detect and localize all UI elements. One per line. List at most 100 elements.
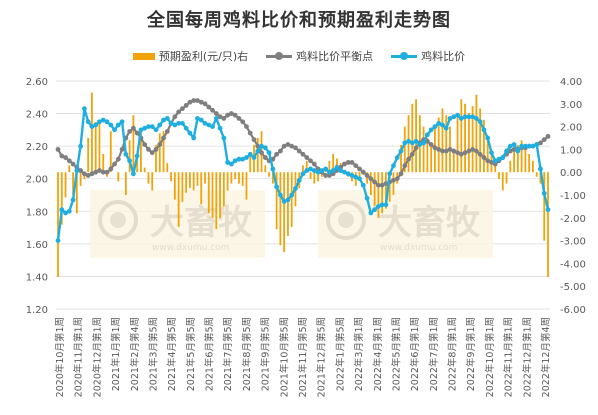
ratio-point [315, 169, 321, 175]
breakeven-point [375, 182, 381, 188]
profit-bar [166, 163, 169, 173]
breakeven-point [345, 160, 351, 165]
breakeven-point [217, 114, 223, 120]
watermark-logo-icon [326, 200, 366, 240]
breakeven-point [383, 181, 389, 187]
profit-bar [369, 172, 372, 195]
profit-bar [275, 172, 278, 230]
ratio-point [417, 142, 423, 147]
profit-bar [452, 149, 455, 173]
breakeven-point [100, 169, 106, 175]
x-tick-label: 2020年10月第1周 [54, 317, 66, 397]
profit-bar [509, 160, 512, 173]
profit-bar [547, 172, 549, 278]
x-tick-label: 2022年12月第4周 [540, 317, 552, 397]
x-tick-label: 2021年7月第5周 [222, 317, 234, 391]
profit-bar [57, 172, 59, 278]
ratio-point [402, 140, 408, 146]
profit-bar [147, 172, 150, 184]
profit-bar [486, 138, 489, 173]
profit-bar [170, 172, 172, 182]
profit-bar [181, 172, 184, 202]
x-tick-label: 2021年8月第5周 [241, 317, 253, 391]
breakeven-point [240, 119, 246, 125]
ratio-point [221, 135, 227, 141]
ratio-point [251, 155, 257, 160]
breakeven-point [391, 177, 396, 183]
profit-bar [189, 172, 191, 189]
x-tick-label: 2020年12月第1周 [91, 317, 103, 397]
ratio-point [119, 119, 125, 125]
breakeven-point [323, 173, 329, 178]
profit-bar [290, 172, 293, 227]
breakeven-point [202, 101, 208, 107]
watermark-url: www.dxumu.com [152, 243, 229, 253]
breakeven-point [277, 148, 283, 154]
breakeven-point [481, 155, 487, 160]
breakeven-point [477, 151, 483, 157]
profit-bar [68, 165, 71, 173]
breakeven-point [187, 99, 193, 105]
ratio-point [304, 168, 310, 173]
breakeven-point [293, 145, 298, 151]
breakeven-point [342, 161, 347, 167]
breakeven-point [112, 161, 117, 167]
x-tick-label: 2022年11月第1周 [503, 317, 515, 397]
ratio-point [228, 161, 234, 167]
ratio-point [458, 116, 464, 121]
ratio-point [470, 114, 476, 120]
breakeven-point [59, 153, 65, 159]
ratio-point [342, 169, 347, 175]
profit-bar [392, 172, 395, 195]
profit-bar [91, 92, 93, 173]
x-tick-label: 2022年3月第1周 [353, 317, 365, 391]
y-left-tick-label: 1.20 [26, 305, 48, 316]
profit-bar [483, 119, 485, 173]
profit-bar [109, 131, 112, 173]
x-tick-label: 2021年6月第5周 [204, 317, 216, 391]
ratio-point [259, 143, 264, 149]
profit-bar [128, 140, 131, 173]
breakeven-point [443, 148, 449, 154]
breakeven-point [300, 151, 306, 157]
breakeven-point [108, 166, 114, 172]
ratio-point [293, 186, 298, 191]
ratio-point [236, 156, 242, 162]
y-right-tick-label: 1.00 [560, 145, 582, 156]
profit-bar [407, 115, 410, 173]
ratio-point [115, 122, 121, 128]
y-left-tick-label: 2.60 [26, 77, 48, 88]
breakeven-point [545, 133, 551, 139]
x-tick-label: 2022年8月第1周 [447, 317, 459, 391]
ratio-point [210, 124, 215, 129]
breakeven-point [451, 148, 457, 154]
x-tick-label: 2021年5月第5周 [185, 317, 197, 391]
profit-bar [98, 119, 101, 173]
profit-bar [287, 172, 289, 237]
x-tick-label: 2021年3月第5周 [148, 317, 160, 391]
breakeven-point [473, 148, 479, 154]
ratio-point [477, 119, 483, 125]
profit-bar [230, 172, 233, 184]
breakeven-point [66, 158, 72, 164]
profit-bar [241, 172, 244, 186]
profit-bar [268, 172, 270, 177]
breakeven-point [372, 179, 378, 185]
profit-bar [132, 115, 135, 173]
profit-bar [358, 172, 361, 177]
ratio-point [443, 125, 449, 131]
ratio-point [496, 156, 502, 162]
ratio-point [66, 208, 72, 214]
ratio-point [330, 168, 336, 173]
ratio-point [138, 127, 144, 133]
breakeven-point [364, 173, 370, 178]
breakeven-point [349, 160, 355, 165]
ratio-point [187, 130, 193, 136]
breakeven-point [81, 171, 87, 177]
x-tick-label: 2021年12月第5周 [316, 317, 328, 397]
legend: 预期盈利(元/只)右 鸡料比价平衡点 鸡料比价 [0, 48, 598, 64]
breakeven-point [289, 143, 295, 149]
ratio-point [360, 182, 366, 188]
ratio-point [78, 143, 84, 149]
profit-bar [151, 172, 154, 191]
